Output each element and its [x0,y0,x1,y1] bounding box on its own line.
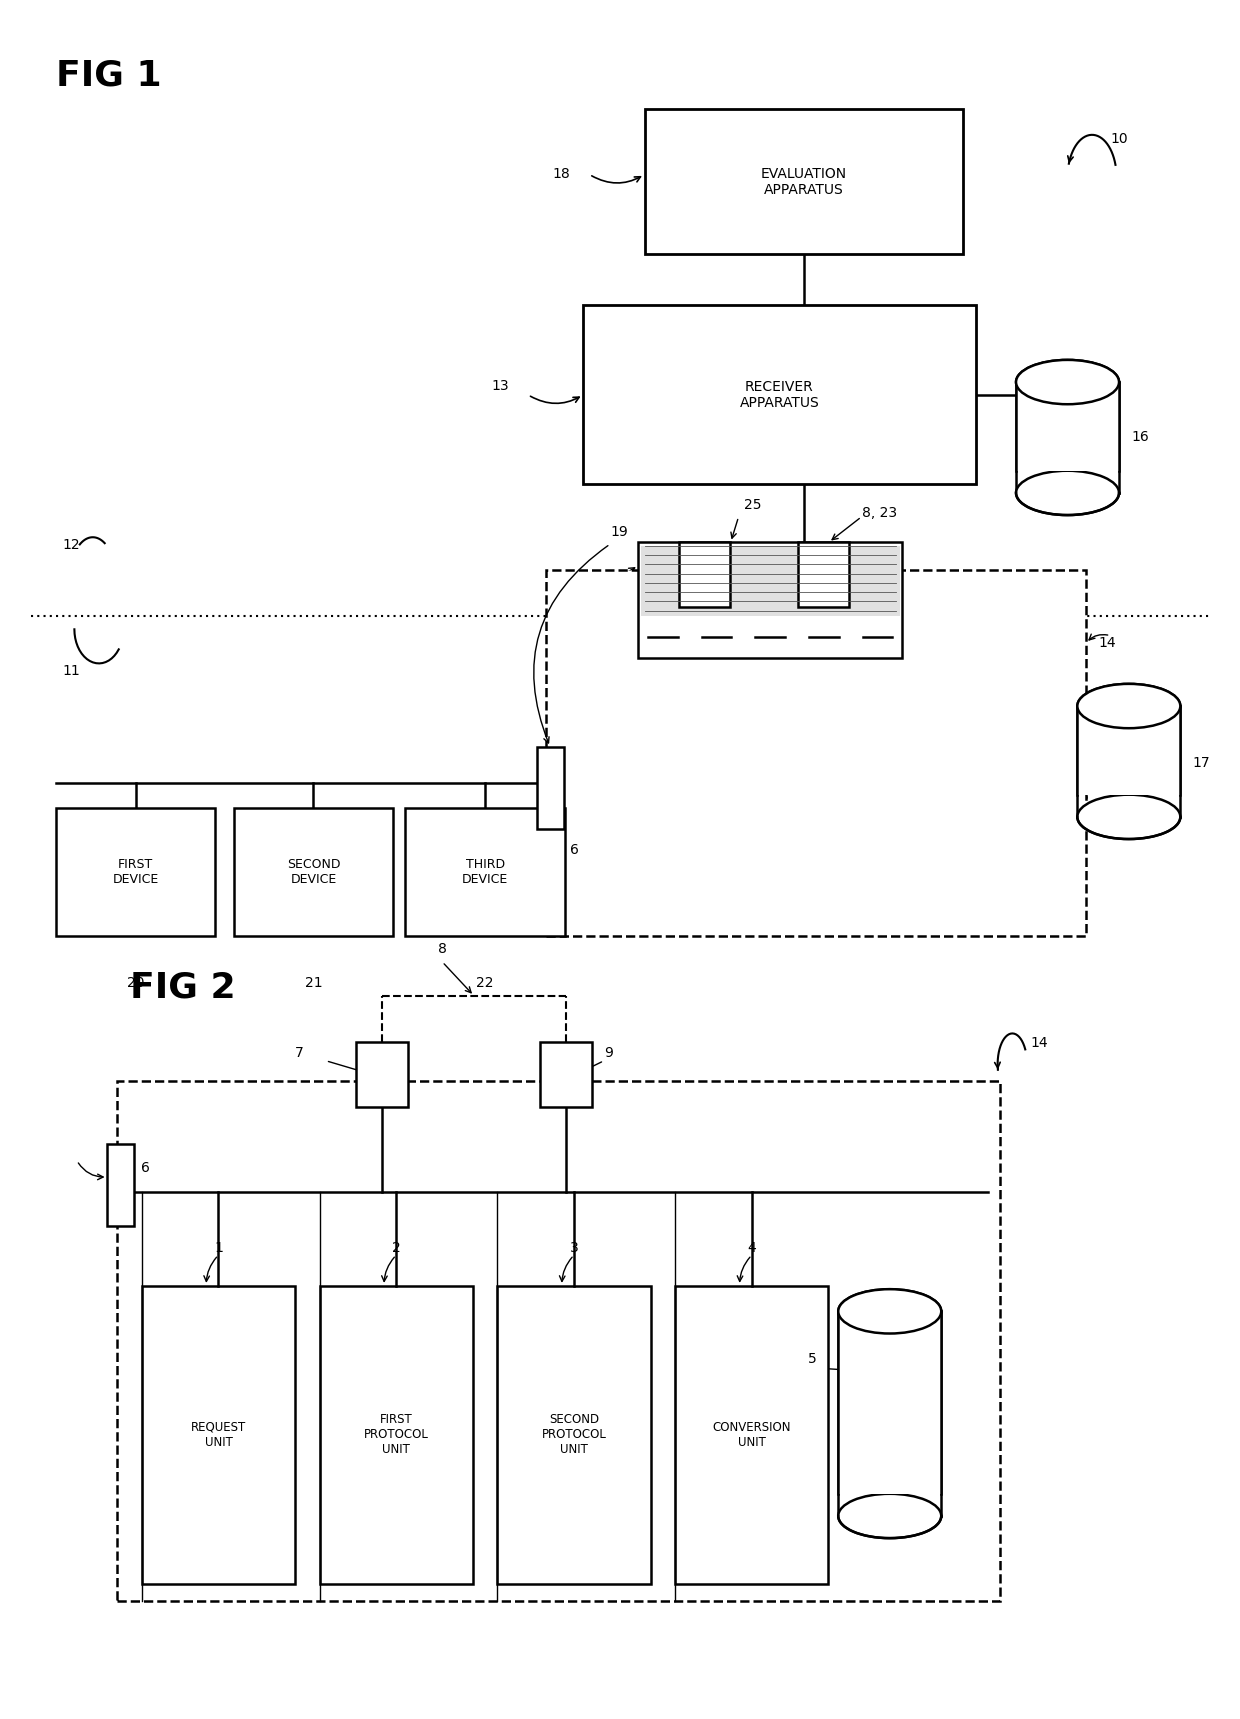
FancyBboxPatch shape [356,1042,408,1107]
Text: FIRST
DEVICE: FIRST DEVICE [113,858,159,887]
FancyBboxPatch shape [56,808,216,937]
Text: REQUEST
UNIT: REQUEST UNIT [191,1422,246,1449]
Text: 17: 17 [1193,756,1210,770]
Text: 9: 9 [604,1047,613,1061]
FancyBboxPatch shape [405,808,565,937]
Text: FIG 2: FIG 2 [129,970,236,1004]
Text: 10: 10 [1111,132,1128,146]
Text: 22: 22 [476,976,494,990]
FancyBboxPatch shape [141,1286,295,1585]
Ellipse shape [838,1289,941,1334]
Text: FIRST
PROTOCOL
UNIT: FIRST PROTOCOL UNIT [363,1413,429,1456]
Text: 14: 14 [1099,636,1116,650]
Text: 20: 20 [126,976,144,990]
Text: 1: 1 [215,1241,223,1255]
Text: 12: 12 [62,538,79,552]
FancyBboxPatch shape [547,569,1086,937]
Text: 11: 11 [62,664,79,679]
FancyBboxPatch shape [583,306,976,485]
FancyBboxPatch shape [234,808,393,937]
FancyBboxPatch shape [497,1286,651,1585]
Text: 9: 9 [820,639,828,653]
FancyBboxPatch shape [541,1042,591,1107]
Text: 4: 4 [748,1241,756,1255]
Text: 14: 14 [1030,1037,1048,1050]
Text: 7: 7 [295,1047,304,1061]
Text: 19: 19 [610,524,627,538]
FancyBboxPatch shape [838,1312,941,1494]
Ellipse shape [1016,359,1118,404]
Ellipse shape [1078,794,1180,839]
Ellipse shape [838,1289,941,1334]
Text: 18: 18 [553,167,570,182]
Ellipse shape [838,1494,941,1539]
Text: 25: 25 [744,499,761,512]
FancyBboxPatch shape [797,543,849,607]
Text: 8, 23: 8, 23 [862,505,897,519]
Text: 13: 13 [491,378,508,394]
Text: 6: 6 [569,844,579,858]
Text: EVALUATION
APPARATUS: EVALUATION APPARATUS [761,167,847,196]
FancyBboxPatch shape [675,1286,828,1585]
FancyBboxPatch shape [641,545,899,615]
FancyBboxPatch shape [118,1081,1001,1600]
FancyBboxPatch shape [645,110,963,254]
FancyBboxPatch shape [1078,707,1180,794]
Text: CONVERSION
UNIT: CONVERSION UNIT [713,1422,791,1449]
FancyBboxPatch shape [320,1286,472,1585]
FancyBboxPatch shape [537,748,564,829]
Text: 16: 16 [1131,430,1149,445]
Text: 2: 2 [392,1241,401,1255]
Ellipse shape [1016,359,1118,404]
Text: RECEIVER
APPARATUS: RECEIVER APPARATUS [739,380,820,409]
Text: 3: 3 [569,1241,578,1255]
Text: SECOND
DEVICE: SECOND DEVICE [286,858,340,887]
Text: 5: 5 [807,1351,816,1365]
FancyBboxPatch shape [1016,382,1118,471]
Ellipse shape [1078,684,1180,729]
Text: SECOND
PROTOCOL
UNIT: SECOND PROTOCOL UNIT [542,1413,606,1456]
FancyBboxPatch shape [639,543,901,658]
FancyBboxPatch shape [678,543,730,607]
Text: 6: 6 [140,1160,150,1176]
Text: FIG 1: FIG 1 [56,58,161,93]
Ellipse shape [1078,684,1180,729]
Text: 15: 15 [547,588,564,602]
Text: THIRD
DEVICE: THIRD DEVICE [463,858,508,887]
Ellipse shape [1016,471,1118,516]
Text: 21: 21 [305,976,322,990]
Text: 8: 8 [438,942,446,956]
FancyBboxPatch shape [108,1145,134,1226]
Text: 7: 7 [701,639,709,653]
